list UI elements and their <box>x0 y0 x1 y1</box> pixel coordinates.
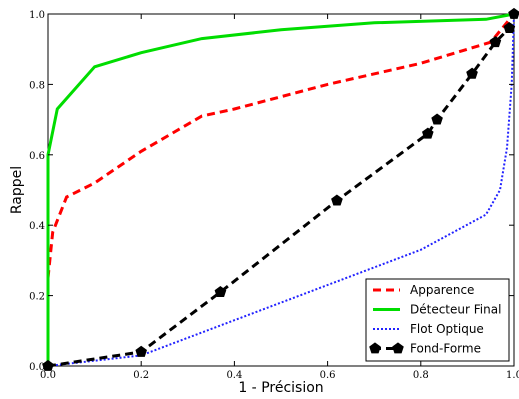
series-point-fond-forme <box>331 194 343 206</box>
x-tick-label: 1.0 <box>506 370 519 381</box>
legend: Apparence Détecteur Final Flot Optique Fond… <box>365 278 510 362</box>
y-tick-label: 0.4 <box>29 221 45 232</box>
y-axis-label: Rappel <box>9 166 25 214</box>
legend-label-fond-forme: Fond-Forme <box>410 342 481 356</box>
y-tick-label: 0.8 <box>29 80 45 91</box>
legend-marker-fond-forme <box>369 342 381 354</box>
series-line-fond-forme <box>47 13 516 368</box>
series-point-fond-forme <box>466 67 478 79</box>
legend-marker-fond-forme <box>392 342 404 354</box>
x-tick-label: 0.8 <box>413 370 429 381</box>
y-tick-label: 1.0 <box>29 10 45 21</box>
series-line-apparence <box>46 13 516 279</box>
ticks-layer: 0.0 0.2 0.4 0.6 0.8 1.0 0.0 0.2 0.4 0.6 0.8 1.0 <box>29 10 519 381</box>
x-axis-label: 1 - Précision <box>238 380 323 396</box>
legend-label-detecteur-final: Détecteur Final <box>410 303 501 317</box>
x-tick-label: 0.6 <box>320 370 336 381</box>
legend-label-apparence: Apparence <box>410 283 474 297</box>
x-tick-label: 0.4 <box>226 370 242 381</box>
x-tick-label: 0.0 <box>40 370 56 381</box>
series-point-fond-forme <box>489 36 502 48</box>
legend-label-flot-optique: Flot Optique <box>410 322 484 336</box>
y-tick-label: 0.6 <box>29 151 45 162</box>
series-point-fond-forme <box>422 127 434 139</box>
y-tick-label: 0.0 <box>29 362 45 373</box>
series-point-fond-forme <box>431 113 443 125</box>
series-line-flot-optique <box>47 13 515 367</box>
series-layer <box>42 7 519 371</box>
series-point-fond-forme <box>503 21 516 33</box>
series-point-fond-forme <box>135 345 147 357</box>
series-point-fond-forme <box>214 285 227 297</box>
series-line-detecteur-final <box>46 12 515 366</box>
legend-entries: Apparence Détecteur Final Flot Optique Fond… <box>369 283 501 356</box>
y-tick-label: 0.2 <box>29 292 45 303</box>
x-tick-label: 0.2 <box>133 370 149 381</box>
